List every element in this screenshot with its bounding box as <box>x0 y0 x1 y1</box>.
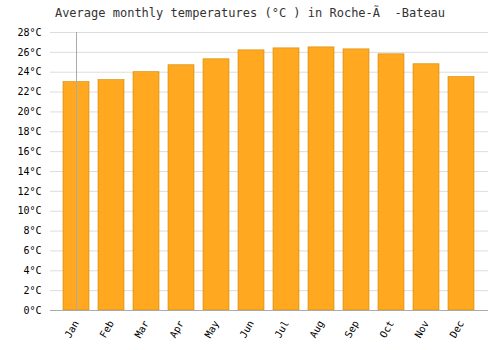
svg-text:24°C: 24°C <box>17 66 41 77</box>
svg-text:22°C: 22°C <box>17 86 41 97</box>
svg-text:Dec: Dec <box>447 319 466 340</box>
svg-text:Jun: Jun <box>237 319 256 340</box>
svg-text:2°C: 2°C <box>23 285 41 296</box>
svg-text:4°C: 4°C <box>23 265 41 276</box>
svg-text:Oct: Oct <box>377 319 396 340</box>
svg-text:Aug: Aug <box>307 319 326 340</box>
svg-text:16°C: 16°C <box>17 146 41 157</box>
html-text:Average monthly temperatures (: Average monthly temperatures (°C ) in Ro… <box>54 6 446 20</box>
svg-text:Jul: Jul <box>272 319 291 340</box>
svg-text:Sep: Sep <box>342 319 361 340</box>
svg-text:18°C: 18°C <box>17 126 41 137</box>
svg-text:14°C: 14°C <box>17 166 41 177</box>
svg-text:8°C: 8°C <box>23 225 41 236</box>
svg-text:Mar: Mar <box>132 319 151 340</box>
svg-text:6°C: 6°C <box>23 245 41 256</box>
svg-text:Feb: Feb <box>97 319 116 340</box>
svg-text:Jan: Jan <box>62 319 81 340</box>
svg-text:20°C: 20°C <box>17 106 41 117</box>
svg-text:May: May <box>202 319 221 340</box>
svg-text:12°C: 12°C <box>17 186 41 197</box>
svg-text:28°C: 28°C <box>17 27 41 38</box>
svg-text:0°C: 0°C <box>23 305 41 316</box>
svg-text:26°C: 26°C <box>17 47 41 58</box>
svg-text:10°C: 10°C <box>17 205 41 216</box>
svg-text:Nov: Nov <box>412 319 431 340</box>
svg-text:Apr: Apr <box>167 319 186 340</box>
